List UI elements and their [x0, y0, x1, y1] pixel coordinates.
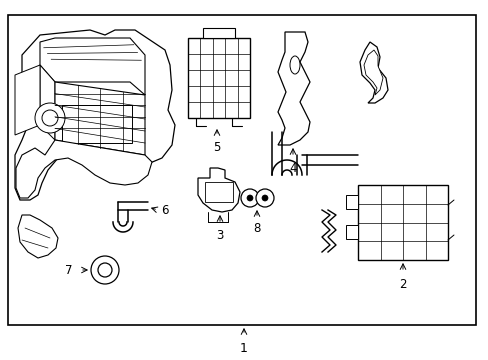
Polygon shape: [18, 215, 58, 258]
Bar: [187, 38, 249, 118]
Polygon shape: [15, 30, 175, 200]
Bar: [346, 195, 357, 209]
Polygon shape: [278, 32, 309, 145]
Polygon shape: [363, 50, 382, 95]
Ellipse shape: [289, 56, 299, 74]
Polygon shape: [40, 38, 145, 95]
Bar: [62, 105, 132, 143]
Bar: [357, 185, 447, 260]
Circle shape: [91, 256, 119, 284]
Text: 5: 5: [213, 141, 220, 154]
Polygon shape: [15, 65, 40, 135]
Text: 8: 8: [253, 222, 260, 235]
Bar: [204, 182, 232, 202]
Text: 4: 4: [289, 162, 296, 175]
Polygon shape: [55, 82, 145, 155]
Circle shape: [241, 189, 259, 207]
Text: 1: 1: [240, 342, 247, 355]
Bar: [8, 15, 475, 325]
Circle shape: [256, 189, 273, 207]
Polygon shape: [359, 42, 387, 103]
Circle shape: [262, 195, 267, 201]
Circle shape: [42, 110, 58, 126]
Text: 7: 7: [65, 264, 73, 276]
Circle shape: [98, 263, 112, 277]
Text: 3: 3: [216, 229, 223, 242]
Bar: [346, 225, 357, 239]
Circle shape: [35, 103, 65, 133]
Polygon shape: [198, 168, 240, 212]
Text: 2: 2: [398, 278, 406, 291]
Text: 6: 6: [161, 203, 168, 216]
Polygon shape: [40, 65, 55, 140]
Bar: [203, 28, 235, 38]
Circle shape: [246, 195, 252, 201]
Polygon shape: [16, 140, 152, 198]
